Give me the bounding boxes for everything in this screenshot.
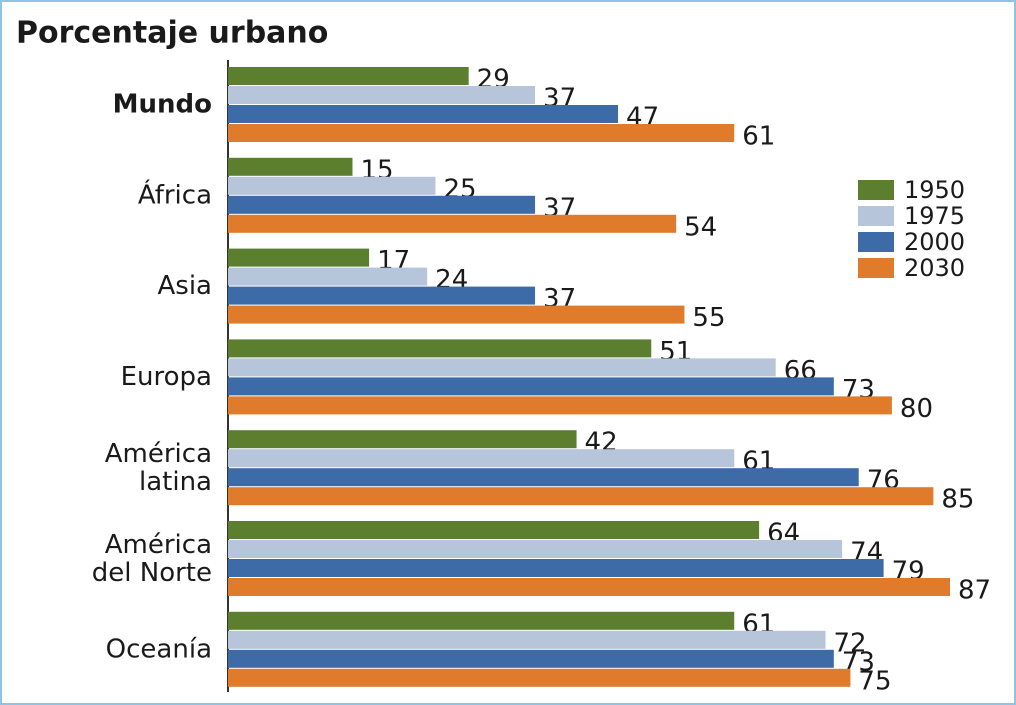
category-line: América: [105, 530, 212, 560]
bar: [228, 86, 536, 104]
category-label: América latina: [105, 439, 212, 497]
legend-swatch: [858, 258, 894, 278]
bar: [228, 124, 735, 142]
bar: [228, 559, 884, 577]
data-label: 55: [692, 303, 725, 333]
bar: [228, 396, 892, 415]
bar: [228, 358, 776, 377]
bar: [228, 286, 536, 305]
bar: [228, 468, 859, 487]
legend-label: 2000: [904, 228, 965, 256]
bar: [228, 487, 934, 506]
category-label: América del Norte: [92, 530, 212, 588]
category-label: Europa: [121, 362, 212, 392]
bar: [228, 176, 436, 195]
legend-swatch: [858, 206, 894, 226]
bar: [228, 540, 843, 558]
data-label: 54: [684, 212, 717, 242]
data-label: 72: [834, 628, 867, 658]
bar: [228, 305, 685, 324]
bar: [228, 377, 834, 396]
bar: [228, 611, 735, 630]
legend-label: 2030: [904, 254, 965, 282]
bar: [228, 449, 735, 468]
bar: [228, 214, 677, 233]
bar: [228, 195, 536, 214]
data-label: 80: [900, 394, 933, 424]
bar: [228, 649, 834, 668]
category-line: del Norte: [92, 558, 212, 588]
bar: [228, 267, 428, 286]
bar: [228, 668, 851, 687]
legend-swatch: [858, 180, 894, 200]
category-line: América: [105, 439, 212, 469]
data-label: 75: [858, 666, 891, 696]
legend-swatch: [858, 232, 894, 252]
chart-title: Porcentaje urbano: [16, 16, 328, 51]
category-label: Oceanía: [106, 634, 212, 664]
data-label: 87: [958, 576, 991, 606]
category-label: África: [138, 178, 212, 210]
bar: [228, 105, 619, 123]
bar: [228, 630, 826, 649]
category-label: Asia: [158, 271, 213, 301]
data-label: 85: [941, 485, 974, 515]
bar: [228, 521, 760, 539]
bar: [228, 578, 950, 596]
data-label: 61: [742, 122, 775, 152]
category-line: latina: [139, 467, 212, 497]
bar: [228, 67, 469, 85]
legend-label: 1950: [904, 176, 965, 204]
bar: [228, 248, 370, 267]
bar: [228, 157, 353, 176]
bar: [228, 430, 577, 449]
bar: [228, 339, 652, 358]
category-label: Mundo: [113, 90, 212, 120]
legend-label: 1975: [904, 202, 965, 230]
